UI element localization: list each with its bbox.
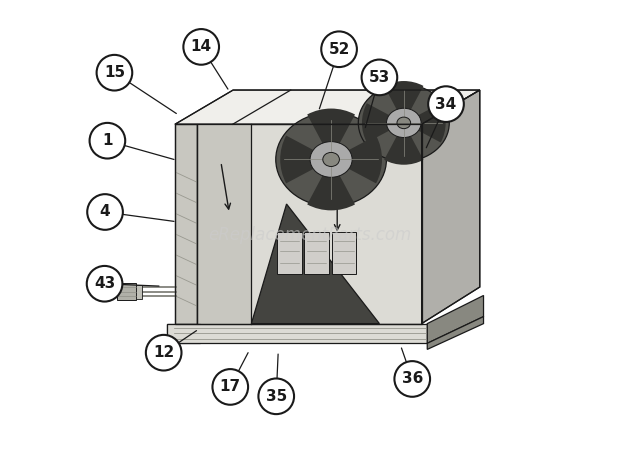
Bar (136, 285, 142, 299)
Wedge shape (362, 103, 404, 143)
Text: 52: 52 (329, 42, 350, 57)
Ellipse shape (386, 108, 421, 137)
Polygon shape (167, 324, 200, 343)
Ellipse shape (397, 117, 410, 129)
Circle shape (146, 335, 182, 371)
Circle shape (89, 123, 125, 159)
Circle shape (259, 378, 294, 414)
Circle shape (428, 86, 464, 122)
Wedge shape (404, 103, 446, 143)
Circle shape (184, 29, 219, 65)
Circle shape (87, 266, 122, 302)
Polygon shape (175, 124, 197, 324)
Polygon shape (251, 204, 379, 324)
Circle shape (213, 369, 248, 405)
Wedge shape (331, 136, 382, 183)
Text: 43: 43 (94, 276, 115, 291)
Circle shape (394, 361, 430, 397)
Polygon shape (167, 324, 427, 343)
Ellipse shape (358, 84, 450, 161)
Circle shape (361, 60, 397, 95)
Text: eReplacementParts.com: eReplacementParts.com (208, 226, 412, 243)
Ellipse shape (310, 142, 352, 177)
Bar (332, 232, 356, 274)
Text: 12: 12 (153, 345, 174, 360)
Ellipse shape (323, 152, 339, 166)
Circle shape (321, 31, 357, 67)
Polygon shape (427, 295, 484, 343)
Text: 1: 1 (102, 133, 113, 148)
Bar (304, 232, 329, 274)
Polygon shape (197, 124, 251, 324)
Ellipse shape (276, 113, 386, 206)
Text: 53: 53 (369, 70, 390, 85)
Polygon shape (175, 90, 480, 124)
Polygon shape (427, 317, 484, 349)
Text: 34: 34 (435, 97, 457, 112)
Text: 4: 4 (100, 204, 110, 219)
Wedge shape (384, 123, 423, 165)
Text: 36: 36 (402, 371, 423, 386)
Circle shape (87, 194, 123, 230)
Wedge shape (280, 136, 331, 183)
Text: 15: 15 (104, 65, 125, 80)
Bar (277, 232, 301, 274)
Wedge shape (384, 81, 423, 123)
Circle shape (97, 55, 132, 91)
Text: 14: 14 (190, 39, 212, 54)
Bar (117, 283, 136, 300)
Polygon shape (197, 124, 422, 324)
Text: 17: 17 (219, 379, 241, 394)
Polygon shape (422, 90, 480, 324)
Wedge shape (307, 108, 355, 159)
Text: 35: 35 (265, 389, 287, 404)
Wedge shape (307, 159, 355, 211)
